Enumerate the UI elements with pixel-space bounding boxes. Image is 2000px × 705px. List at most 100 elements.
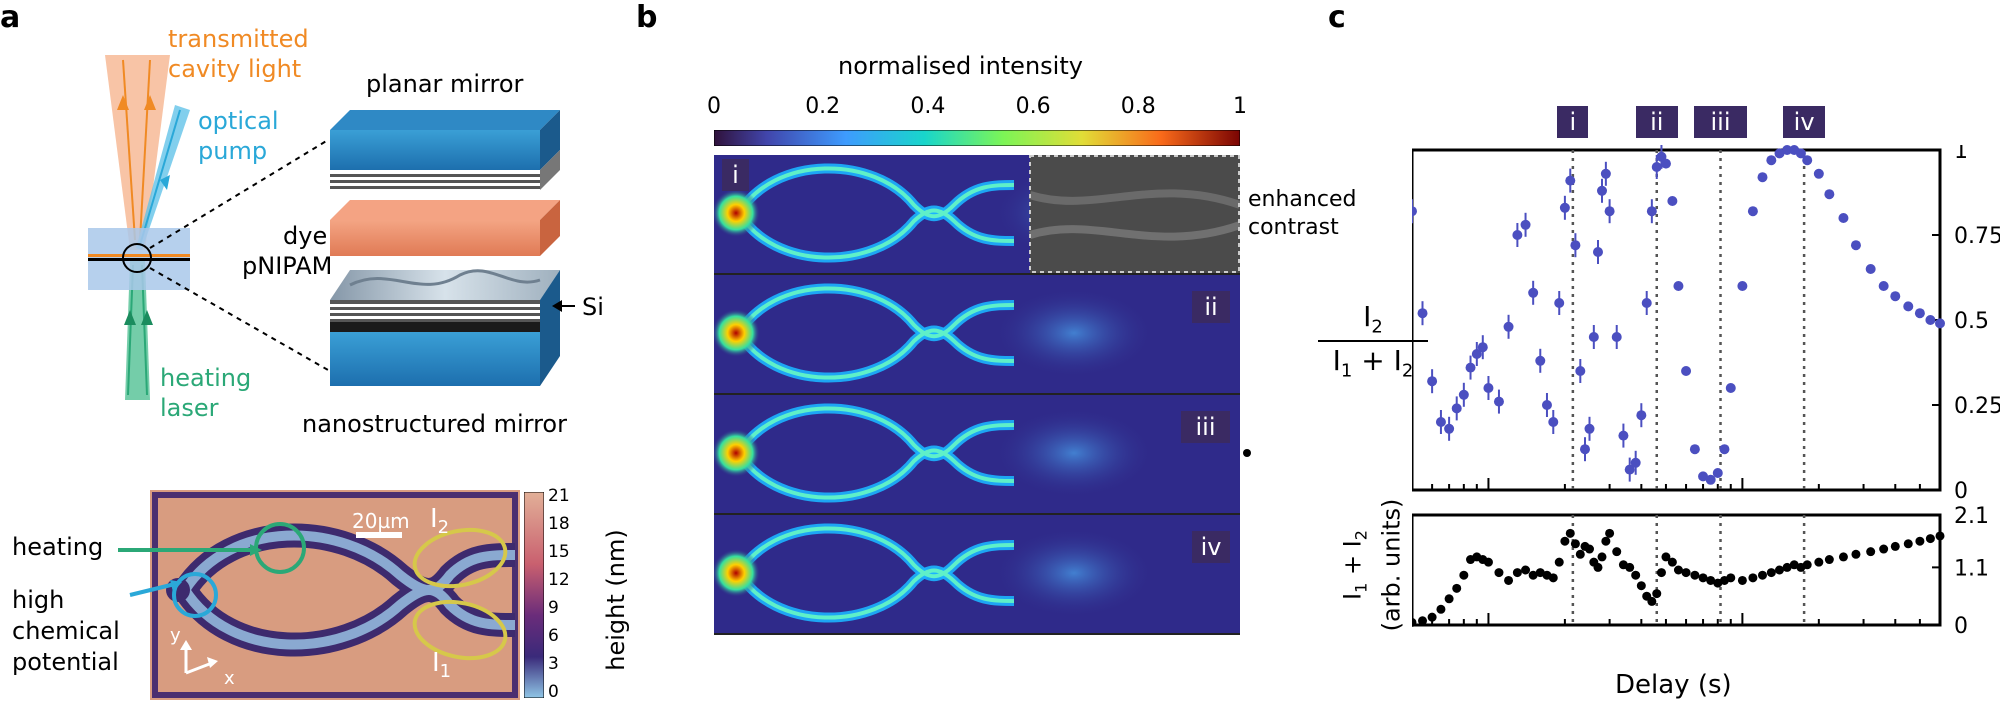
label-high-chem-potential: high chemical potential <box>12 586 120 676</box>
top-data-point <box>1471 349 1482 359</box>
top-data-point <box>1528 287 1539 298</box>
top-data-point <box>1651 162 1662 172</box>
bottom-data-point <box>1504 575 1514 585</box>
intensity-colorbar <box>714 130 1240 146</box>
top-data-point <box>1712 468 1723 478</box>
bottom-data-point <box>1436 604 1446 614</box>
top-data-point <box>1705 474 1716 485</box>
top-data-point <box>1681 366 1692 376</box>
transmitted-beam <box>105 55 170 250</box>
intensity-colorbar-tick: 0 <box>707 94 721 119</box>
bottom-ytick-label: 0 <box>1954 614 1968 635</box>
afm-colorbar-tick: 21 <box>548 486 570 506</box>
top-data-point <box>1766 155 1777 166</box>
top-data-point <box>1458 389 1469 400</box>
top-data-point <box>1579 444 1590 455</box>
top-data-point <box>1636 410 1647 421</box>
afm-colorbar-tick: 0 <box>548 682 559 702</box>
frame-i: i <box>712 155 1242 275</box>
label-nanostructured-mirror: nanostructured mirror <box>302 410 567 438</box>
top-data-point <box>1850 240 1861 251</box>
bottom-data-point <box>1647 596 1657 606</box>
label-planar-mirror: planar mirror <box>366 70 524 98</box>
frame-label-i: i <box>722 159 749 191</box>
top-data-point <box>1535 355 1546 366</box>
top-data-point <box>1646 206 1657 217</box>
bottom-data-point <box>1483 557 1493 567</box>
top-data-point <box>1660 158 1671 169</box>
bottom-data-point <box>1925 534 1935 544</box>
intensity-colorbar-title: normalised intensity <box>838 52 1083 80</box>
bottom-data-point <box>1570 539 1580 549</box>
bottom-data-point <box>1824 555 1834 565</box>
bottom-data-point <box>1625 562 1635 572</box>
bottom-data-point <box>1554 557 1564 567</box>
bottom-data-point <box>1879 544 1889 554</box>
top-data-point <box>1747 206 1758 217</box>
top-data-point <box>1483 383 1494 393</box>
bottom-data-point <box>1706 575 1716 585</box>
bottom-ylabel: I1 + I2 (arb. units) <box>1338 498 1406 632</box>
bottom-data-point <box>1690 570 1700 580</box>
panel-label-a: a <box>0 0 21 35</box>
afm-colorbar-tick: 12 <box>548 570 570 590</box>
bottom-data-point <box>1528 570 1538 580</box>
bottom-data-point <box>1605 528 1615 538</box>
frame-label-ii: ii <box>1192 291 1230 323</box>
top-data-point <box>1435 417 1446 427</box>
label-transmitted: transmitted cavity light <box>168 25 309 83</box>
bottom-data-point <box>1775 565 1785 575</box>
bottom-data-point <box>1890 541 1900 551</box>
bottom-data-point <box>1838 552 1848 562</box>
label-pump: optical pump <box>198 107 279 165</box>
afm-colorbar-tick: 9 <box>548 598 559 618</box>
marker-label-iv: iv <box>1783 106 1826 138</box>
marker-label-iii: iii <box>1694 106 1747 138</box>
frames-stack: i ii iii <box>712 155 1242 635</box>
top-data-point <box>1604 206 1615 217</box>
axis-y-label: y <box>170 625 181 646</box>
top-data-point <box>1903 301 1914 312</box>
bottom-data-point <box>1757 570 1767 580</box>
frame-label-iii: iii <box>1181 411 1230 443</box>
focus-circle <box>122 243 152 273</box>
bottom-data-point <box>1427 612 1437 622</box>
top-data-point <box>1890 291 1901 302</box>
top-data-point <box>1451 403 1462 414</box>
top-data-point <box>1641 298 1652 308</box>
bottom-data-point <box>1512 568 1522 578</box>
top-ytick-label: 0 <box>1954 479 1968 504</box>
bottom-data-point <box>1782 562 1792 572</box>
panel-label-c: c <box>1328 0 1346 35</box>
port-i1-label: I1 <box>432 648 452 683</box>
bottom-ytick-label: 1.1 <box>1954 556 1989 581</box>
panel-a-illustration <box>88 55 575 400</box>
top-data-point <box>1493 396 1504 407</box>
bottom-data-point <box>1560 536 1570 546</box>
top-data-point <box>1925 315 1936 325</box>
bottom-data-point <box>1802 560 1812 570</box>
label-heating-laser: heating laser <box>160 364 252 422</box>
bottom-data-point <box>1726 573 1736 583</box>
top-data-point <box>1503 321 1514 332</box>
top-data-point <box>1865 264 1876 274</box>
top-data-point <box>1565 175 1576 186</box>
bottom-data-point <box>1444 594 1454 604</box>
bottom-data-point <box>1661 552 1671 562</box>
top-data-point <box>1795 148 1806 159</box>
bottom-data-point <box>1656 568 1666 578</box>
afm-colorbar-tick: 6 <box>548 626 559 646</box>
top-data-point <box>1630 457 1641 468</box>
bottom-data-point <box>1565 528 1575 538</box>
top-data-point <box>1412 206 1417 217</box>
top-ytick-label: 1 <box>1954 145 1968 164</box>
bottom-data-point <box>1851 549 1861 559</box>
top-data-point <box>1667 196 1678 206</box>
bottom-data-point <box>1575 549 1585 559</box>
top-data-point <box>1618 430 1629 441</box>
top-ylabel-denominator: I1 + I2 <box>1318 340 1428 382</box>
top-data-point <box>1520 219 1531 230</box>
afm-colorbar-ticks: 21 18 15 12 9 6 3 0 <box>548 486 588 702</box>
bottom-data-point <box>1698 573 1708 583</box>
bottom-data-point <box>1681 568 1691 578</box>
